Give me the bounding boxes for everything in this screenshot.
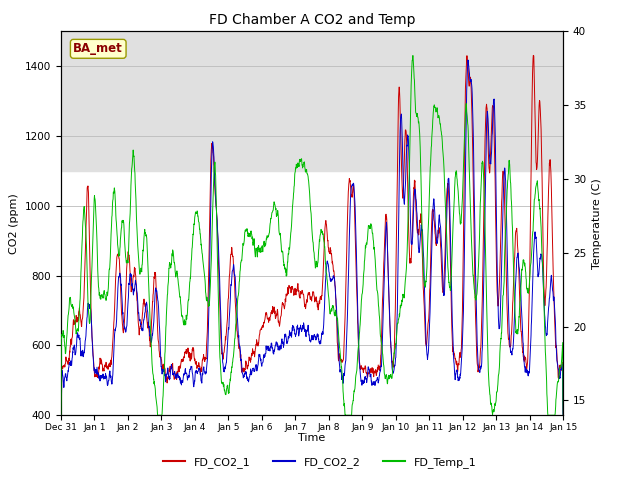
Legend: FD_CO2_1, FD_CO2_2, FD_Temp_1: FD_CO2_1, FD_CO2_2, FD_Temp_1	[159, 452, 481, 472]
Y-axis label: CO2 (ppm): CO2 (ppm)	[9, 193, 19, 253]
Text: BA_met: BA_met	[74, 42, 123, 55]
Title: FD Chamber A CO2 and Temp: FD Chamber A CO2 and Temp	[209, 13, 415, 27]
X-axis label: Time: Time	[298, 433, 326, 443]
Y-axis label: Temperature (C): Temperature (C)	[592, 178, 602, 269]
Bar	[61, 31, 563, 171]
